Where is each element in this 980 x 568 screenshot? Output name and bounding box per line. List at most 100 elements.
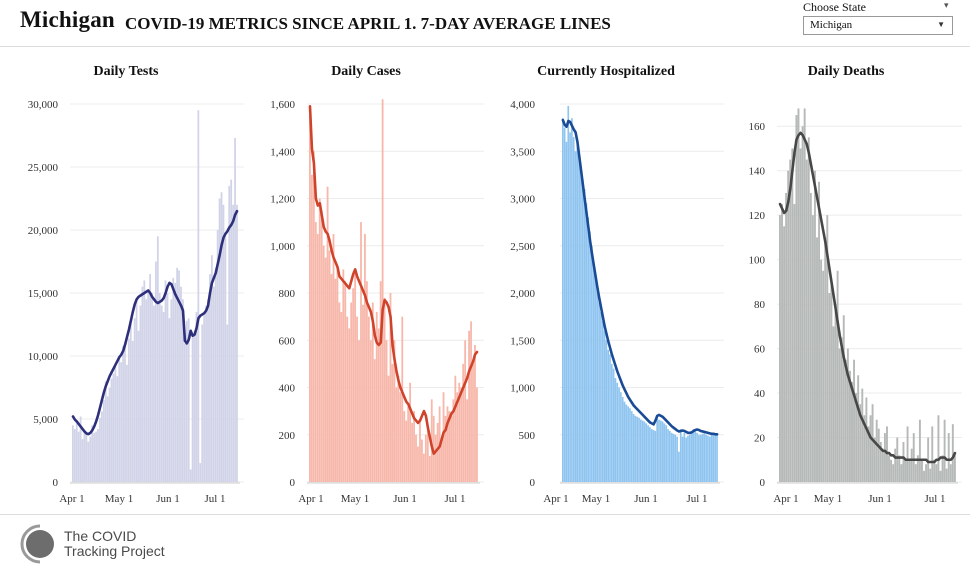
daily-tests-bar: [176, 267, 179, 482]
daily-tests-bar: [224, 236, 227, 482]
daily-cases-bar: [379, 281, 382, 482]
daily-tests-y-tick-label: 30,000: [28, 99, 59, 111]
currently-hospitalized-bar: [703, 432, 706, 482]
currently-hospitalized-bar: [620, 392, 622, 482]
daily-deaths-bar: [890, 459, 893, 482]
daily-tests-bar: [126, 364, 128, 482]
currently-hospitalized-bar: [707, 435, 709, 482]
currently-hospitalized-bar: [610, 363, 613, 483]
daily-deaths-bar: [836, 270, 839, 482]
daily-cases-y-tick-label: 1,000: [270, 241, 295, 253]
daily-deaths-y-tick-label: 100: [749, 255, 766, 267]
daily-deaths-y-tick-label: 40: [754, 388, 766, 400]
daily-deaths-bar: [925, 464, 928, 482]
daily-tests-bar: [153, 305, 155, 482]
covid-tracking-logo-icon: [20, 524, 54, 564]
header-divider: [0, 46, 970, 47]
daily-deaths-bar: [896, 437, 899, 482]
daily-deaths-bar: [859, 404, 862, 482]
daily-deaths-y-tick-label: 60: [754, 344, 766, 356]
daily-deaths-bar: [904, 459, 907, 482]
daily-cases-bar: [348, 328, 351, 482]
daily-tests-bar: [220, 192, 223, 482]
currently-hospitalized-y-tick-label: 2,000: [510, 288, 535, 300]
daily-deaths-bar: [931, 426, 934, 482]
currently-hospitalized-bar: [661, 421, 664, 482]
daily-deaths-bar: [787, 170, 790, 482]
daily-tests-bar: [137, 330, 140, 482]
choose-state-caret-icon[interactable]: ▾: [944, 0, 949, 10]
daily-tests-bar: [147, 293, 150, 482]
daily-deaths-bar: [793, 204, 796, 482]
daily-tests-bar: [191, 337, 194, 482]
daily-tests-bar: [210, 255, 213, 482]
daily-deaths-bar: [867, 426, 870, 482]
state-select[interactable]: Michigan ▼: [803, 16, 953, 35]
daily-tests-x-tick-label: Jul 1: [204, 493, 225, 505]
currently-hospitalized-bar: [569, 132, 571, 482]
daily-deaths-bar: [803, 108, 806, 482]
currently-hospitalized-bar: [716, 434, 718, 482]
daily-deaths-bar: [830, 281, 833, 482]
daily-cases-bar: [426, 425, 429, 482]
currently-hospitalized-bar: [692, 429, 695, 482]
currently-hospitalized-y-tick-label: 3,500: [510, 146, 535, 158]
currently-hospitalized-bar: [658, 419, 660, 482]
daily-deaths-bar: [943, 419, 946, 482]
daily-deaths-bar: [877, 428, 880, 482]
currently-hospitalized-bar: [629, 408, 631, 482]
currently-hospitalized-bar: [643, 421, 646, 482]
currently-hospitalized-x-tick-label: Jul 1: [686, 493, 707, 505]
daily-tests-bar: [234, 138, 236, 482]
daily-tests-bar: [203, 311, 206, 482]
daily-deaths-bar: [945, 468, 948, 482]
currently-hospitalized-bar: [670, 432, 673, 482]
daily-deaths-bar: [888, 455, 890, 482]
daily-cases-bar: [450, 415, 453, 482]
daily-tests-bar: [116, 376, 119, 482]
daily-tests-bar: [236, 204, 238, 483]
daily-cases-bar: [401, 316, 404, 483]
daily-tests-bar: [212, 286, 215, 482]
currently-hospitalized-y-tick-label: 2,500: [510, 241, 535, 253]
currently-hospitalized-bar: [679, 429, 682, 482]
daily-deaths-bar: [863, 415, 866, 482]
currently-hospitalized-bar: [563, 127, 566, 483]
daily-tests-bar: [99, 417, 101, 482]
currently-hospitalized-bar: [614, 378, 617, 482]
daily-deaths-chart-title: Daily Deaths: [808, 64, 885, 79]
daily-tests-y-tick-label: 10,000: [28, 351, 59, 363]
daily-tests-bar: [72, 425, 74, 482]
daily-tests-bar: [228, 185, 231, 482]
daily-tests-bar: [102, 400, 105, 482]
daily-deaths-bar: [953, 455, 956, 482]
currently-hospitalized-bar: [650, 429, 653, 482]
daily-cases-bar: [336, 269, 339, 483]
daily-tests-bar: [87, 441, 90, 482]
currently-hospitalized-bar: [663, 423, 666, 482]
daily-cases-y-tick-label: 1,400: [270, 146, 295, 158]
daily-deaths-bar: [795, 115, 798, 483]
daily-cases-bar: [422, 453, 425, 482]
daily-cases-bar: [397, 375, 400, 482]
currently-hospitalized-bar: [667, 429, 669, 482]
daily-cases-bar: [342, 269, 345, 483]
daily-tests-bar: [110, 378, 113, 482]
daily-cases-bar: [395, 387, 398, 482]
daily-cases-bar: [446, 406, 449, 482]
daily-cases-chart-title: Daily Cases: [331, 64, 401, 79]
currently-hospitalized-bar: [638, 417, 640, 482]
daily-cases-bar: [424, 434, 427, 482]
daily-cases-bar: [411, 422, 414, 482]
daily-deaths-bar: [918, 419, 921, 482]
daily-cases-y-tick-label: 1,600: [270, 99, 295, 111]
currently-hospitalized-bar: [696, 432, 698, 482]
daily-deaths-bar: [781, 204, 783, 482]
currently-hospitalized-bar: [647, 425, 649, 482]
currently-hospitalized-bar: [567, 105, 570, 482]
daily-cases-bar: [466, 399, 469, 482]
daily-tests-bar: [197, 110, 200, 483]
daily-deaths-bar: [801, 126, 804, 483]
currently-hospitalized-bar: [699, 434, 702, 482]
footer-logo[interactable]: The COVID Tracking Project: [20, 522, 220, 566]
